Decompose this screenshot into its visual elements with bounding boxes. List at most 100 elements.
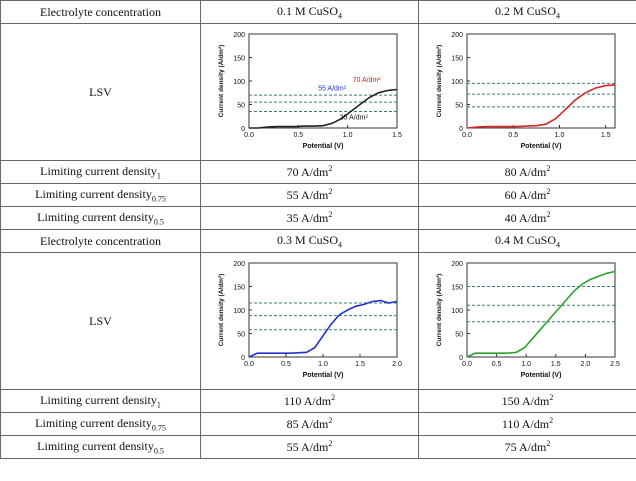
chart-2: 0 50 100 150 200 0.0 0.5 1.0 1.5 Potential (V) Cur…: [418, 23, 636, 161]
x-tick-label: 0.0: [244, 361, 254, 368]
row-value: 55 A/dm2: [200, 435, 419, 459]
y-tick-label: 0: [241, 126, 245, 133]
x-tick-label: 2.5: [610, 361, 620, 368]
chart-svg-3: 0 50 100 150 200 0.0 0.5 1.0 1.5 2.0 Potential (V)…: [218, 261, 402, 379]
y-axis-label: Current density (A/dm²): [436, 274, 443, 347]
lsv-row-2: LSV 0 50 100 150 200 0.0 0.5 1.0 1.5 2.0 Potential…: [0, 252, 636, 390]
x-tick-label: 2.0: [392, 361, 402, 368]
y-tick-label: 150: [451, 285, 463, 292]
y-tick-label: 100: [451, 308, 463, 315]
row-top-1: Limiting current density1 70 A/dm2 80 A/…: [0, 160, 636, 184]
y-tick-label: 200: [233, 261, 245, 268]
annotation: 55 A/dm²: [318, 85, 347, 92]
lsv-curve: [466, 84, 615, 129]
row-value: 35 A/dm2: [200, 206, 419, 230]
y-tick-label: 100: [233, 308, 245, 315]
x-tick-label: 1.5: [392, 132, 402, 139]
row-value: 80 A/dm2: [418, 160, 636, 184]
x-tick-label: 1.5: [550, 361, 560, 368]
chart-svg-4: 0 50 100 150 200 0.0 0.5 1.0 1.5 2.0 2.5 Potential …: [436, 261, 620, 379]
row-value: 75 A/dm2: [418, 435, 636, 459]
x-tick-label: 1.0: [342, 132, 352, 139]
annotation: 70 A/dm²: [352, 77, 381, 84]
x-tick-label: 2.0: [580, 361, 590, 368]
x-tick-label: 0.0: [244, 132, 254, 139]
y-tick-label: 150: [233, 285, 245, 292]
plot-frame: [466, 33, 615, 129]
row-value: 85 A/dm2: [200, 412, 419, 436]
row-bottom-3: Limiting current density0.5 55 A/dm2 75 …: [0, 435, 636, 459]
x-tick-label: 0.5: [508, 132, 518, 139]
y-tick-label: 150: [233, 56, 245, 63]
data-table: Electrolyte concentration 0.1 M CuSO4 0.…: [0, 0, 636, 459]
x-tick-label: 0.5: [293, 132, 303, 139]
row-value: 110 A/dm2: [418, 412, 636, 436]
y-tick-label: 50: [237, 103, 245, 110]
header-row: Electrolyte concentration 0.1 M CuSO4 0.…: [0, 0, 636, 24]
row-value: 150 A/dm2: [418, 389, 636, 413]
x-axis-label: Potential (V): [520, 372, 561, 379]
x-tick-label: 1.0: [521, 361, 531, 368]
plot-frame: [248, 262, 397, 358]
x-tick-label: 1.0: [554, 132, 564, 139]
x-tick-label: 0.5: [491, 361, 501, 368]
plot-frame: [466, 262, 615, 358]
annotation: 35 A/dm²: [339, 115, 368, 122]
header-c4: 0.4 M CuSO4: [418, 229, 636, 253]
y-tick-label: 0: [459, 355, 463, 362]
row-value: 55 A/dm2: [200, 183, 419, 207]
row-top-3: Limiting current density0.5 35 A/dm2 40 …: [0, 206, 636, 230]
row-label: Limiting current density1: [0, 389, 201, 413]
chart-svg-2: 0 50 100 150 200 0.0 0.5 1.0 1.5 Potential (V) Cur…: [436, 32, 615, 150]
row-label: Limiting current density0.5: [0, 206, 201, 230]
row-label: Limiting current density0.75: [0, 412, 201, 436]
x-axis-label: Potential (V): [302, 372, 343, 379]
x-tick-label: 1.5: [600, 132, 610, 139]
row-bottom-1: Limiting current density1 110 A/dm2 150 …: [0, 389, 636, 413]
row-value: 70 A/dm2: [200, 160, 419, 184]
mid-header-label: Electrolyte concentration: [0, 229, 201, 253]
y-tick-label: 50: [455, 103, 463, 110]
chart-1: 0 50 100 150 200 0.0 0.5 1.0 1.5 Potential (V) Cur…: [200, 23, 419, 161]
row-top-2: Limiting current density0.75 55 A/dm2 60…: [0, 183, 636, 207]
y-tick-label: 50: [237, 332, 245, 339]
row-label: Limiting current density0.75: [0, 183, 201, 207]
row-label: Limiting current density0.5: [0, 435, 201, 459]
y-tick-label: 150: [451, 56, 463, 63]
row-label: Limiting current density1: [0, 160, 201, 184]
lsv-curve: [248, 88, 397, 129]
x-tick-label: 1.5: [355, 361, 365, 368]
y-tick-label: 100: [451, 79, 463, 86]
lsv-label-2: LSV: [0, 252, 201, 390]
lsv-label: LSV: [0, 23, 201, 161]
y-tick-label: 200: [451, 32, 463, 39]
y-axis-label: Current density (A/dm²): [218, 274, 225, 347]
x-tick-label: 0.0: [462, 361, 472, 368]
chart-4: 0 50 100 150 200 0.0 0.5 1.0 1.5 2.0 2.5 Potential …: [418, 252, 636, 390]
chart-3: 0 50 100 150 200 0.0 0.5 1.0 1.5 2.0 Potential (V)…: [200, 252, 419, 390]
x-axis-label: Potential (V): [302, 143, 343, 150]
header-c3: 0.3 M CuSO4: [200, 229, 419, 253]
y-tick-label: 100: [233, 79, 245, 86]
x-tick-label: 0.5: [281, 361, 291, 368]
y-axis-label: Current density (A/dm²): [436, 45, 443, 118]
x-axis-label: Potential (V): [520, 143, 561, 150]
chart-svg-1: 0 50 100 150 200 0.0 0.5 1.0 1.5 Potential (V) Cur…: [218, 32, 402, 150]
y-tick-label: 200: [451, 261, 463, 268]
header-c2: 0.2 M CuSO4: [418, 0, 636, 24]
row-bottom-2: Limiting current density0.75 85 A/dm2 11…: [0, 412, 636, 436]
header-c1: 0.1 M CuSO4: [200, 0, 419, 24]
y-tick-label: 200: [233, 32, 245, 39]
row-value: 110 A/dm2: [200, 389, 419, 413]
lsv-row: LSV 0 50 100 150 200 0.0 0.5 1.0 1.5 Potential (V…: [0, 23, 636, 161]
y-axis-label: Current density (A/dm²): [218, 45, 225, 118]
x-tick-label: 1.0: [318, 361, 328, 368]
lsv-curve: [466, 270, 615, 358]
y-tick-label: 50: [455, 332, 463, 339]
mid-header-row: Electrolyte concentration 0.3 M CuSO4 0.…: [0, 229, 636, 253]
y-tick-label: 0: [459, 126, 463, 133]
lsv-curve: [248, 299, 397, 358]
x-tick-label: 0.0: [462, 132, 472, 139]
row-value: 40 A/dm2: [418, 206, 636, 230]
row-value: 60 A/dm2: [418, 183, 636, 207]
